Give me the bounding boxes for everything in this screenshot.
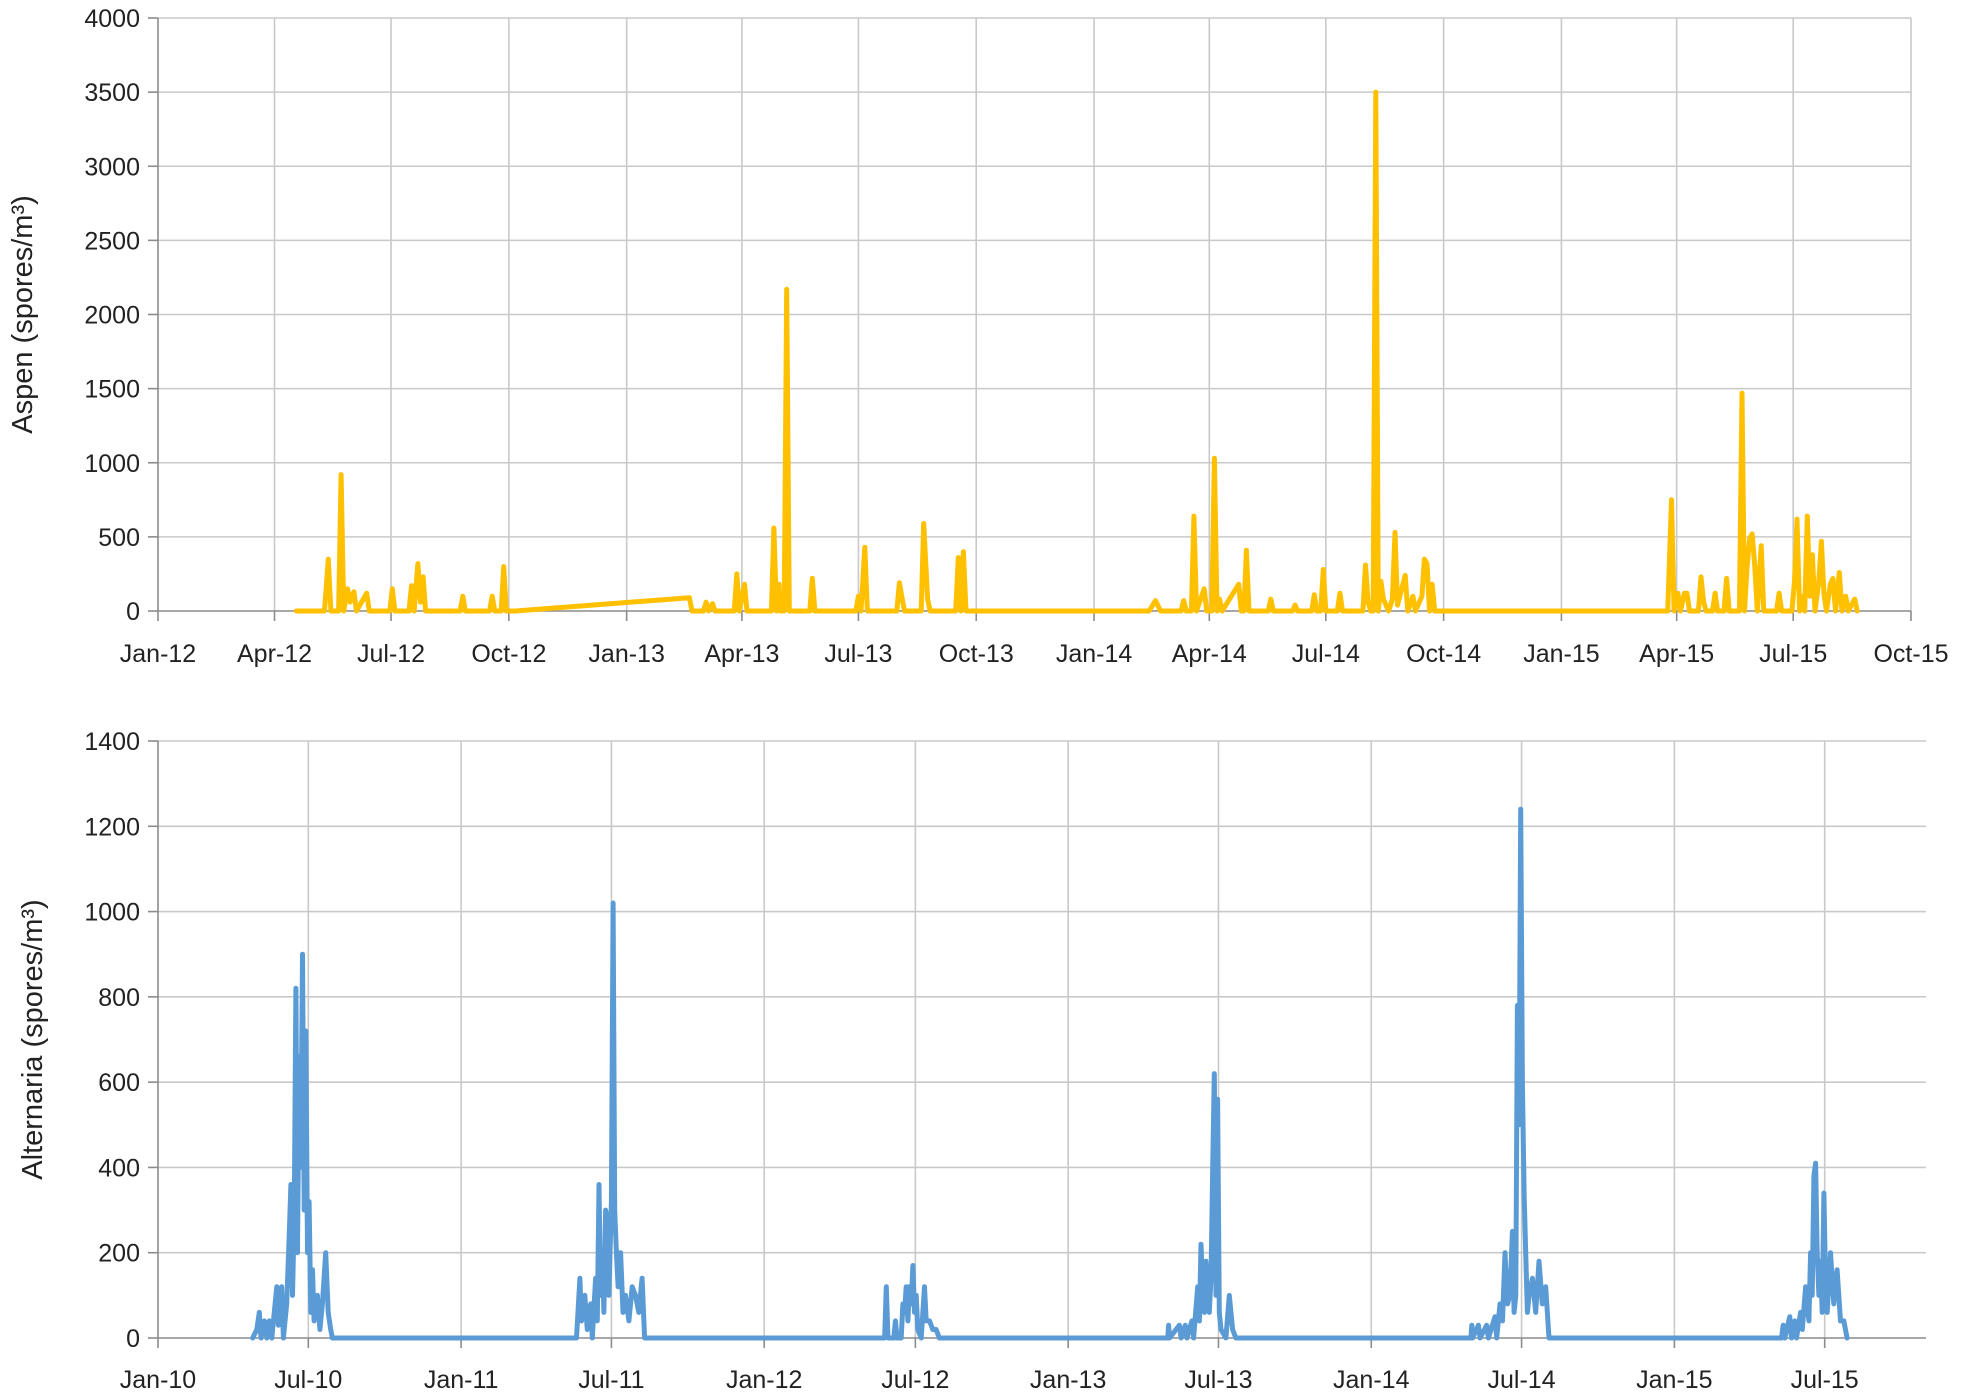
y-tick-label: 2000 <box>84 302 140 330</box>
alternaria-chart: 0 200 400 600 800 1000 1200 1400 Jan-10 Jul-10 Jan… <box>17 728 1926 1394</box>
x-tick-label: Jan-15 <box>1636 1366 1712 1394</box>
x-tick-label: Apr-14 <box>1172 640 1247 668</box>
x-tick-label: Jul-15 <box>1791 1366 1859 1394</box>
x-tick-label: Apr-13 <box>704 640 779 668</box>
x-tick-label: Jul-14 <box>1488 1366 1556 1394</box>
y-tick-label: 1400 <box>84 728 140 756</box>
y-tick-label: 600 <box>98 1069 140 1097</box>
aspen-chart: 0 500 1000 1500 2000 2500 3000 3500 4000 Jan-12 Ap… <box>7 5 1949 668</box>
x-tick-label: Jan-14 <box>1056 640 1133 668</box>
y-tick-label: 1200 <box>84 813 140 841</box>
series-line <box>250 806 1850 1341</box>
x-tick-label: Jul-13 <box>824 640 892 668</box>
x-tick-label: Jul-13 <box>1184 1366 1252 1394</box>
y-tick-label: 1500 <box>84 376 140 404</box>
y-axis-label: Alternaria (spores/m³) <box>17 899 49 1179</box>
y-tick-label: 800 <box>98 984 140 1012</box>
x-tick-label: Oct-14 <box>1406 640 1481 668</box>
x-tick-label: Jan-12 <box>120 640 196 668</box>
x-tick-label: Apr-12 <box>237 640 312 668</box>
x-tick-label: Jul-10 <box>274 1366 342 1394</box>
x-tick-label: Jan-11 <box>424 1366 499 1394</box>
y-tick-label: 400 <box>98 1154 140 1182</box>
y-tick-label: 500 <box>98 524 140 552</box>
y-tick-label: 1000 <box>84 450 140 478</box>
y-tick-label: 3000 <box>84 153 140 181</box>
y-tick-label: 1000 <box>84 899 140 927</box>
x-tick-label: Oct-13 <box>939 640 1014 668</box>
x-tick-label: Jan-13 <box>1030 1366 1106 1394</box>
x-tick-label: Jul-12 <box>357 640 425 668</box>
x-tick-label: Jan-13 <box>588 640 664 668</box>
x-tick-label: Jul-15 <box>1759 640 1827 668</box>
x-tick-label: Jul-14 <box>1292 640 1360 668</box>
y-tick-label: 0 <box>126 598 140 626</box>
y-tick-label: 4000 <box>84 5 140 33</box>
series-line <box>293 89 1860 614</box>
x-tick-label: Oct-12 <box>471 640 546 668</box>
x-tick-label: Oct-15 <box>1873 640 1948 668</box>
x-tick-label: Apr-15 <box>1639 640 1714 668</box>
y-axis-label: Aspen (spores/m³) <box>7 195 39 434</box>
x-tick-label: Jan-14 <box>1333 1366 1410 1394</box>
x-tick-label: Jan-15 <box>1523 640 1599 668</box>
y-tick-label: 0 <box>126 1325 140 1353</box>
y-tick-label: 2500 <box>84 227 140 255</box>
y-tick-label: 3500 <box>84 79 140 107</box>
x-tick-label: Jul-11 <box>578 1366 644 1394</box>
y-tick-label: 200 <box>98 1240 140 1268</box>
x-tick-label: Jan-12 <box>726 1366 802 1394</box>
x-tick-label: Jan-10 <box>120 1366 196 1394</box>
x-tick-label: Jul-12 <box>881 1366 949 1394</box>
